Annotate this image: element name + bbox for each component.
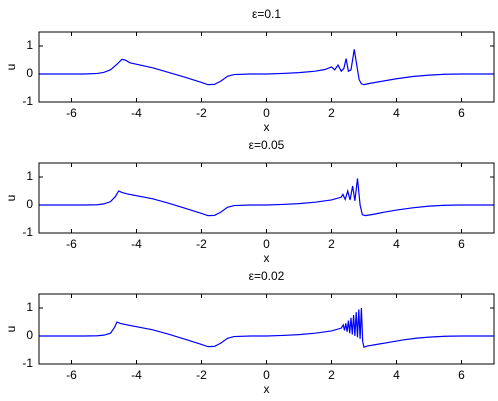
y-tick-label: 1 xyxy=(26,300,33,314)
x-tick-label: -4 xyxy=(131,368,142,382)
y-axis-label: u xyxy=(4,326,18,333)
y-tick-label: 0 xyxy=(26,66,33,80)
x-tick-label: 4 xyxy=(393,106,400,120)
x-axis-label: x xyxy=(264,251,270,265)
y-tick-label: -1 xyxy=(22,94,33,108)
y-tick-label: 1 xyxy=(26,38,33,52)
x-tick-label: -6 xyxy=(66,368,77,382)
x-tick-label: 6 xyxy=(458,106,465,120)
x-tick-label: 0 xyxy=(263,106,270,120)
y-axis-label: u xyxy=(4,195,18,202)
x-tick-label: -6 xyxy=(66,237,77,251)
x-tick-label: 2 xyxy=(328,368,335,382)
chart-title: ε=0.1 xyxy=(252,7,281,21)
data-line xyxy=(39,178,494,217)
y-tick-label: -1 xyxy=(22,356,33,370)
x-tick-label: -4 xyxy=(131,237,142,251)
x-tick-label: -2 xyxy=(196,368,207,382)
x-tick-label: -2 xyxy=(196,106,207,120)
x-axis-label: x xyxy=(264,382,270,396)
y-axis-label: u xyxy=(4,64,18,71)
x-axis-label: x xyxy=(264,120,270,134)
x-tick-label: -4 xyxy=(131,106,142,120)
x-tick-label: 0 xyxy=(263,368,270,382)
x-tick-label: 2 xyxy=(328,106,335,120)
axes-frame xyxy=(38,31,495,103)
x-tick-label: 6 xyxy=(458,368,465,382)
x-tick-label: -6 xyxy=(66,106,77,120)
chart-title: ε=0.02 xyxy=(249,269,285,283)
x-tick-label: 0 xyxy=(263,237,270,251)
data-line xyxy=(39,307,494,348)
axes-frame xyxy=(38,293,495,365)
x-tick-label: -2 xyxy=(196,237,207,251)
y-tick-label: 0 xyxy=(26,197,33,211)
axes-frame xyxy=(38,162,495,234)
y-tick-label: -1 xyxy=(22,225,33,239)
x-tick-label: 4 xyxy=(393,368,400,382)
x-tick-label: 4 xyxy=(393,237,400,251)
y-tick-label: 0 xyxy=(26,328,33,342)
chart-title: ε=0.05 xyxy=(249,138,285,152)
y-tick-label: 1 xyxy=(26,169,33,183)
x-tick-label: 6 xyxy=(458,237,465,251)
data-line xyxy=(39,49,494,86)
x-tick-label: 2 xyxy=(328,237,335,251)
